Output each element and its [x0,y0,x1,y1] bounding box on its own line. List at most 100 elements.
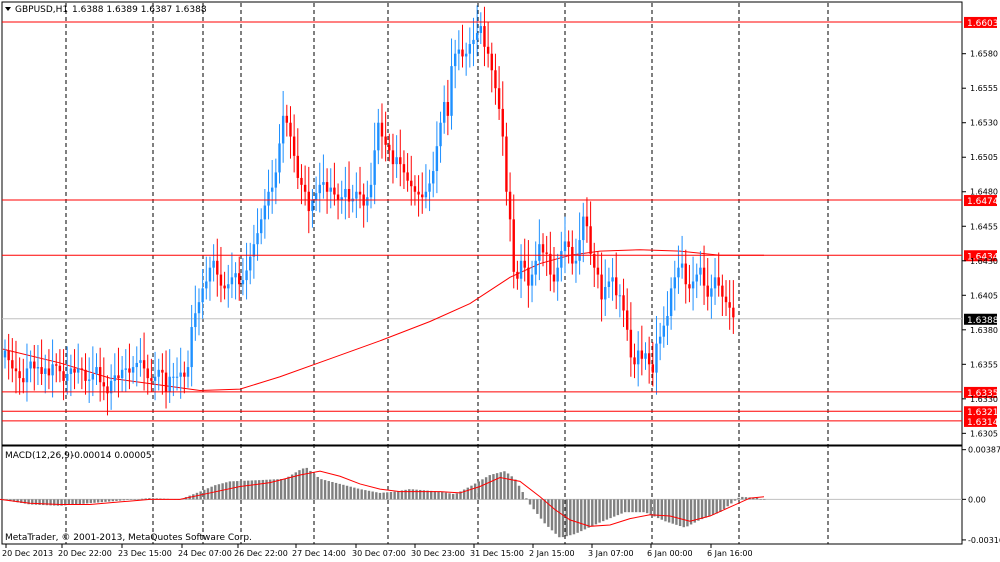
macd-histogram-bar [60,499,63,506]
macd-histogram-bar [645,499,649,514]
macd-histogram-bar [67,499,71,506]
candle-body [552,274,556,282]
candle-body [289,122,292,137]
candle-body [58,365,62,372]
level-label-box [964,406,997,418]
candle-body [417,191,420,195]
candle-body [402,164,406,173]
macd-histogram-bar [397,491,400,500]
candle-body [563,241,567,252]
candle-body [69,368,73,374]
candle-body [582,216,585,241]
candle-body [249,256,252,271]
macd-histogram-bar [408,489,411,500]
candle-body [512,219,515,272]
macd-histogram-bar [704,499,707,518]
macd-tick-label: -0.00316 [968,536,1000,545]
candle-body [519,260,523,279]
candle-body [366,197,369,206]
price-tick-label: 1.6555 [970,84,998,93]
candle-body [153,376,157,381]
macd-histogram-bar [624,499,627,513]
candle-body [186,367,190,377]
macd-histogram-bar [411,489,415,500]
macd-histogram-bar [279,479,283,500]
macd-histogram-bar [34,499,38,505]
candle-body [281,115,285,144]
candle-body [311,200,314,212]
candle-body [73,368,76,373]
macd-histogram-bar [294,472,297,500]
candle-body [655,343,658,373]
macd-histogram-bar [752,497,755,500]
macd-histogram-bar [598,499,601,523]
macd-histogram-bar [122,499,125,501]
macd-histogram-bar [345,485,349,500]
candle-body [538,244,541,261]
candle-body [567,241,570,247]
macd-histogram-bar [495,473,499,500]
macd-histogram-bar [517,485,521,500]
macd-histogram-bar [539,499,543,519]
macd-histogram-bar [75,499,78,505]
macd-histogram-bar [675,499,678,525]
macd-histogram-bar [349,486,352,500]
candle-body [523,260,526,268]
macd-histogram-bar [605,499,609,520]
candle-body [80,368,84,370]
candle-body [183,372,186,377]
macd-histogram-bar [708,499,711,517]
macd-histogram-bar [616,499,620,516]
candle-body [468,44,472,54]
candle-body [596,267,600,275]
price-pane-frame [1,1,963,446]
candle-body [3,350,7,358]
time-tick-label: 6 Jan 16:00 [707,549,753,558]
macd-histogram-bar [144,498,147,500]
macd-histogram-bar [93,499,96,503]
macd-histogram-bar [678,499,682,527]
candle-body [486,46,490,54]
macd-histogram-bar [400,490,404,500]
macd-histogram-bar [561,499,565,538]
candle-body [395,157,398,165]
copyright-text: MetaTrader, © 2001-2013, MetaQuotes Soft… [5,533,252,543]
macd-histogram-bar [583,499,587,530]
macd-histogram-bar [700,499,704,520]
dropdown-triangle-icon[interactable] [5,7,11,11]
level-label: 1.6321 [967,408,999,418]
macd-histogram-bar [338,483,341,500]
macd-histogram-bar [744,497,748,500]
macd-histogram-bar [441,492,444,500]
macd-histogram-bar [312,473,316,500]
candle-body [344,188,347,198]
macd-histogram-bar [763,499,766,500]
macd-histogram-bar [323,480,327,500]
macd-histogram-bar [741,496,744,500]
macd-histogram-bar [547,499,550,527]
candle-body [369,184,373,198]
candle-body [501,108,504,137]
macd-histogram-bar [283,478,287,500]
candle-body [541,244,545,253]
macd-signal-line [0,470,765,527]
price-tick-label: 1.6455 [970,222,998,231]
macd-histogram-bar [364,490,367,500]
macd-histogram-bar [697,499,700,521]
macd-histogram-bar [430,490,433,500]
candle-body [677,267,680,278]
candle-body [380,122,384,137]
macd-histogram-bar [426,490,429,500]
macd-histogram-bar [726,499,729,507]
macd-histogram-bar [228,481,232,500]
candle-body [446,102,450,116]
candle-body [29,361,32,369]
candle-body [318,184,321,194]
macd-pane-frame [1,445,963,545]
candle-body [702,267,706,286]
candle-body [647,353,651,365]
macd-histogram-bar [609,499,612,519]
candle-body [439,122,442,147]
